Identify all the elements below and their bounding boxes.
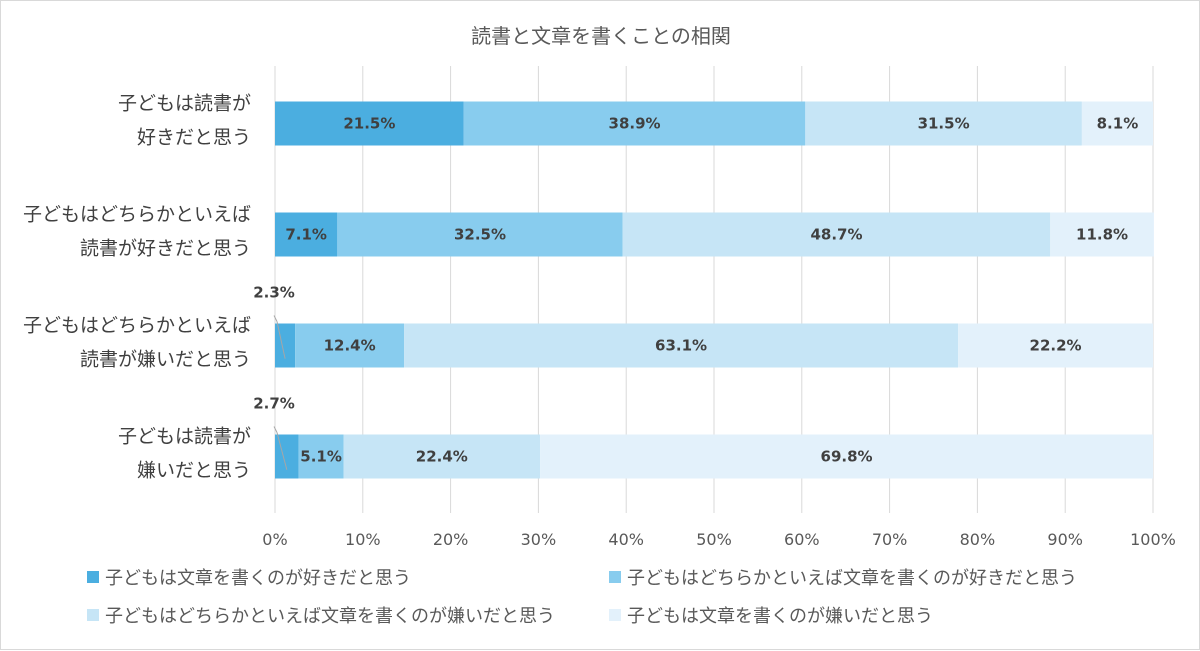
data-label: 22.2% xyxy=(1030,337,1082,355)
bar-segment xyxy=(404,323,959,368)
bar-segment xyxy=(295,323,405,368)
bar-segment xyxy=(343,434,541,479)
category-label: 子どもは読書が xyxy=(118,426,251,448)
category-label: 嫌いだと思う xyxy=(137,460,251,482)
data-label: 8.1% xyxy=(1097,115,1139,133)
legend-swatch xyxy=(609,609,621,621)
legend-swatch xyxy=(87,571,99,583)
chart-title: 読書と文章を書くことの相関 xyxy=(471,24,731,48)
data-label: 22.4% xyxy=(416,448,468,466)
category-label: 読書が嫌いだと思う xyxy=(80,349,251,371)
x-tick-label: 0% xyxy=(262,530,287,549)
data-label: 31.5% xyxy=(918,115,970,133)
legend-label: 子どもは文章を書くのが好きだと思う xyxy=(105,568,411,589)
legend-label: 子どもはどちらかといえば文章を書くのが嫌いだと思う xyxy=(105,606,555,627)
bar-segment xyxy=(540,434,1153,479)
bar-segment xyxy=(337,212,623,257)
data-label: 11.8% xyxy=(1076,226,1128,244)
data-label: 2.7% xyxy=(253,395,295,413)
data-label: 38.9% xyxy=(609,115,661,133)
category-label: 好きだと思う xyxy=(137,127,251,149)
x-tick-label: 20% xyxy=(433,530,469,549)
x-tick-label: 60% xyxy=(784,530,820,549)
x-tick-label: 40% xyxy=(608,530,644,549)
leader-line xyxy=(276,321,286,359)
x-tick-label: 90% xyxy=(1047,530,1083,549)
x-tick-label: 10% xyxy=(345,530,381,549)
legend-label: 子どもは文章を書くのが嫌いだと思う xyxy=(627,606,933,627)
data-label: 63.1% xyxy=(655,337,707,355)
data-label: 69.8% xyxy=(821,448,873,466)
category-label: 子どもはどちらかといえば xyxy=(23,204,251,226)
bar-segment xyxy=(958,323,1153,368)
x-tick-label: 70% xyxy=(872,530,908,549)
bar-segment xyxy=(275,323,296,368)
x-tick-label: 30% xyxy=(521,530,557,549)
bar-segment xyxy=(275,101,464,146)
category-label: 読書が好きだと思う xyxy=(80,238,251,260)
legend-swatch xyxy=(87,609,99,621)
data-label: 48.7% xyxy=(810,226,862,244)
data-label: 12.4% xyxy=(324,337,376,355)
bar-segment xyxy=(1081,101,1153,146)
data-label: 5.1% xyxy=(300,448,342,466)
data-label: 32.5% xyxy=(454,226,506,244)
data-label: 21.5% xyxy=(343,115,395,133)
x-tick-label: 50% xyxy=(696,530,732,549)
x-tick-label: 100% xyxy=(1130,530,1176,549)
bar-segment xyxy=(1050,212,1154,257)
data-label: 2.3% xyxy=(253,284,295,302)
data-label: 7.1% xyxy=(285,226,327,244)
bar-segment xyxy=(298,434,344,479)
bar-segment xyxy=(463,101,806,146)
legend-swatch xyxy=(609,571,621,583)
leader-line xyxy=(273,315,278,322)
category-label: 子どもはどちらかといえば xyxy=(23,315,251,337)
bar-segment xyxy=(275,434,299,479)
bar-segment xyxy=(622,212,1051,257)
x-tick-label: 80% xyxy=(960,530,996,549)
legend-label: 子どもはどちらかといえば文章を書くのが好きだと思う xyxy=(627,568,1077,589)
bar-segment xyxy=(275,212,338,257)
leader-line xyxy=(276,432,288,470)
leader-line xyxy=(273,426,278,433)
bar-segment xyxy=(805,101,1082,146)
category-label: 子どもは読書が xyxy=(118,93,251,115)
